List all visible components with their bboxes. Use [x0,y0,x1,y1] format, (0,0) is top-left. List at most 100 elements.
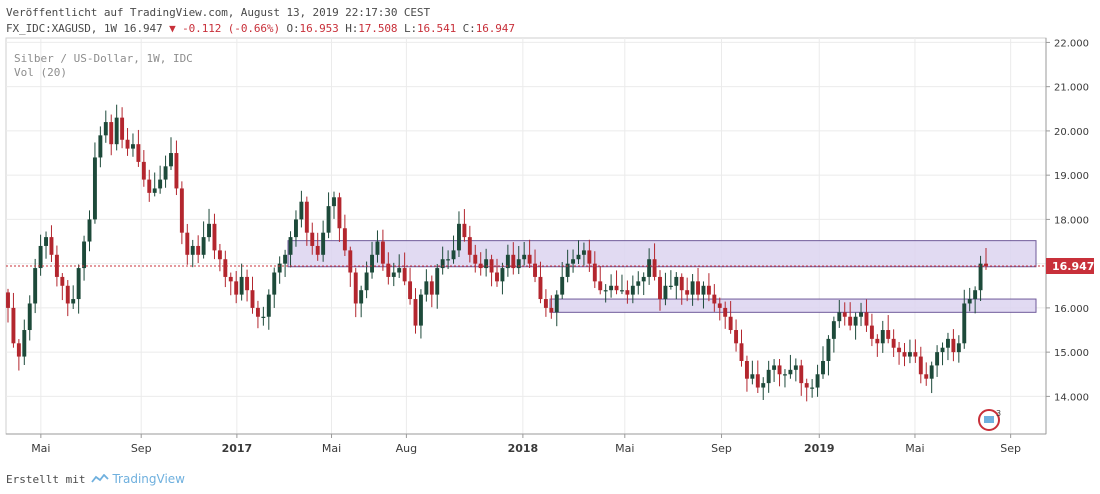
candle-body [984,263,988,266]
candle-body [956,343,961,353]
candle-body [375,241,380,255]
publish-info: Veröffentlicht auf TradingView.com, Augu… [6,6,430,19]
x-tick-label: Sep [1000,442,1021,455]
candle-body [679,276,684,291]
y-tick-label: 19.000 [1054,171,1089,182]
candle-body [897,347,902,353]
ohlc-open: O:16.953 [286,22,339,35]
candle-body [614,285,619,291]
candle-body [962,303,967,344]
candle-body [810,387,815,389]
candle-body [853,316,858,326]
candle-body [516,259,521,269]
candle-body [793,365,798,370]
candle-body [815,374,820,388]
x-tick-label: Sep [711,442,732,455]
candle-body [109,122,114,145]
svg-text:3: 3 [996,409,1001,418]
candle-body [288,237,293,255]
candle-body [902,352,907,357]
candle-body [652,259,657,277]
candle-body [788,369,793,375]
candle-body [848,316,853,326]
candle-body [65,285,70,304]
candle-body [978,263,983,291]
candle-body [603,290,608,292]
candle-body [413,299,418,326]
candle-body [831,321,836,339]
x-axis[interactable]: Mai Sep 2017 Mai Aug 2018 Mai Sep 2019 Mai Sep [31,434,1021,455]
candle-body [212,223,217,251]
candle-body [973,290,978,300]
candle-body [772,365,777,370]
candle-body [777,365,782,375]
candle-body [837,312,842,322]
candle-body [228,276,233,282]
created-with-label: Erstellt mit [6,472,86,486]
candle-body [538,276,543,300]
candle-body [76,268,81,300]
candle-body [755,374,760,388]
candle-body [418,294,423,326]
candle-body [500,268,505,282]
legend-volume: Vol (20) [14,66,67,79]
candle-body [266,294,271,317]
chart-pane[interactable] [5,37,1047,435]
candle-body [554,294,559,313]
candle-body [201,237,206,255]
candle-body [103,122,108,136]
candle-body [402,268,407,282]
candle-body [54,254,59,277]
candle-body [22,330,27,357]
candle-body [255,307,260,317]
current-price-line: 16.947 [6,257,1094,274]
candle-body [864,312,869,326]
tradingview-logo-icon [91,474,110,483]
tradingview-brand: TradingView [112,472,185,486]
candle-body [370,254,374,273]
candle-body [147,179,152,193]
candle-body [625,290,630,295]
candle-body [321,232,326,255]
ohlc-high: H:17.508 [345,22,398,35]
tradingview-link[interactable]: TradingView [91,472,185,486]
candle-body [935,352,940,366]
candle-body [440,259,445,269]
candle-body [946,338,950,348]
candle-body [98,135,103,158]
candle-body [750,374,755,379]
candle-body [49,237,54,255]
candle-body [511,254,516,269]
candle-body [467,237,472,255]
candle-body [169,153,173,167]
candle-body [429,281,434,295]
candle-body [6,292,10,308]
x-tick-label: 2018 [508,442,539,455]
candle-body [408,281,413,300]
price-zone[interactable] [287,240,1037,268]
candle-body [891,338,896,348]
candle-body [880,330,885,344]
y-axis[interactable]: 22.00021.00020.00019.00018.00017.00016.0… [1046,38,1089,403]
candle-body [581,250,586,255]
candle-body [598,281,603,291]
candle-body [380,241,385,264]
candle-body [744,360,749,379]
x-tick-label: Mai [615,442,634,455]
candle-body [16,343,21,357]
candle-body [190,245,195,255]
candle-body [234,281,239,295]
candle-body [685,290,690,295]
x-tick-label: Mai [905,442,924,455]
candle-body [701,285,706,295]
candle-body [951,338,956,353]
candle-body [799,365,804,384]
candle-body [446,259,451,261]
price-zone[interactable] [549,298,1037,313]
candle-body [82,241,87,269]
candle-body [766,369,771,384]
y-tick-label: 21.000 [1054,83,1089,94]
candle-body [397,268,402,273]
candle-body [913,352,918,357]
